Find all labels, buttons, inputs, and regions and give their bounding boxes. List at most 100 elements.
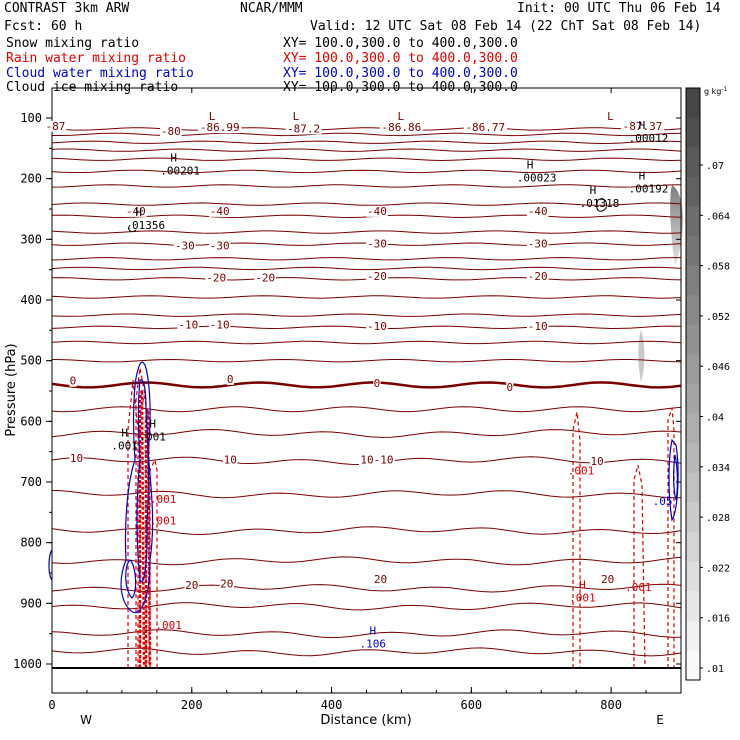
high-marker: H xyxy=(170,151,177,164)
colorbar-label: .028 xyxy=(706,513,730,524)
legend-snow-name: Snow mixing ratio xyxy=(6,36,140,51)
temperature-label: -20 xyxy=(367,270,387,283)
cloud-ice-shading-lower xyxy=(638,330,645,382)
colorbar-segment xyxy=(686,265,700,296)
isotherm xyxy=(51,358,682,363)
isotherm xyxy=(51,127,682,131)
temperature-label: -30 xyxy=(528,238,548,251)
extrema-value: .001 xyxy=(569,591,596,604)
temperature-label: -20 xyxy=(528,270,548,283)
temperature-label: -86.86 xyxy=(382,121,422,134)
extrema-value: .00023 xyxy=(517,172,557,185)
colorbar-label: .07 xyxy=(706,161,724,172)
temperature-label: -87 xyxy=(46,120,66,133)
y-tick-label: 100 xyxy=(20,111,42,125)
snow-contour xyxy=(128,224,137,233)
cloud-water-contour xyxy=(136,379,150,583)
temperature-label: 10 xyxy=(591,455,604,468)
y-tick-label: 300 xyxy=(20,232,42,246)
cloud-water-contour xyxy=(673,454,678,501)
temp-label-bg xyxy=(205,272,228,284)
isotherm xyxy=(51,214,682,219)
temperature-label: 20 xyxy=(601,573,614,586)
temperature-label: -86.77 xyxy=(465,121,505,134)
temperature-label: -87.37 xyxy=(623,120,663,133)
temperature-label: 20 xyxy=(185,579,198,592)
model-title: CONTRAST 3km ARW xyxy=(4,1,130,16)
colorbar-segment xyxy=(686,472,700,503)
temp-label-bg xyxy=(208,240,231,252)
extrema-value: .001 xyxy=(111,440,137,453)
isotherm xyxy=(51,169,682,174)
rain-contour xyxy=(572,411,581,668)
colorbar-label: .016 xyxy=(706,614,730,625)
colorbar-label: .052 xyxy=(706,312,730,323)
colorbar-label: .034 xyxy=(706,463,730,474)
temp-label-bg xyxy=(366,270,388,282)
rain-core xyxy=(144,409,152,669)
colorbar-segment xyxy=(686,620,700,651)
y-tick-label: 400 xyxy=(20,293,42,307)
temperature-label: 10 xyxy=(70,452,83,465)
rain-contour xyxy=(135,367,147,668)
isotherm xyxy=(51,266,682,271)
y-axis-label: Pressure (hPa) xyxy=(4,343,19,436)
temp-label-bg xyxy=(219,578,234,590)
high-marker: H xyxy=(121,427,128,440)
isotherm xyxy=(51,340,682,345)
temperature-label: 0 xyxy=(70,375,77,388)
y-tick-label: 700 xyxy=(20,475,42,489)
temperature-label: 0 xyxy=(506,381,513,394)
extrema-value: .01356 xyxy=(125,219,165,232)
temp-label-bg xyxy=(254,272,276,284)
east-label: E xyxy=(656,713,664,727)
extrema-value: .00012 xyxy=(629,132,669,145)
isotherm xyxy=(51,526,682,536)
colorbar-segment xyxy=(686,206,700,237)
x-tick-label: 200 xyxy=(181,698,203,712)
cloud-ice-shading xyxy=(670,185,683,265)
temperature-label: -20 xyxy=(206,272,226,285)
temperature-label: -80 xyxy=(161,125,181,138)
colorbar-label: .064 xyxy=(706,211,730,222)
temp-label-bg xyxy=(526,270,549,282)
isotherm xyxy=(51,184,682,188)
temp-label-bg xyxy=(69,375,77,387)
temp-label-bg xyxy=(184,580,199,592)
colorbar-segment xyxy=(686,591,700,622)
colorbar-segment xyxy=(686,384,700,415)
x-tick-label: 600 xyxy=(460,698,482,712)
extrema-value: .00201 xyxy=(160,164,200,177)
temp-label-bg xyxy=(366,238,388,250)
rain-contour-label: .001 xyxy=(155,619,182,632)
colorbar-segment xyxy=(686,324,700,355)
high-marker: H xyxy=(639,119,646,132)
temp-label-bg xyxy=(526,238,549,250)
temp-label-bg xyxy=(526,321,549,333)
isotherm xyxy=(51,381,682,389)
temp-label-bg xyxy=(125,205,147,217)
isotherm xyxy=(51,428,682,438)
x-tick-label: 400 xyxy=(321,698,343,712)
temp-label-bg xyxy=(463,122,507,134)
isotherm xyxy=(51,202,682,206)
valid-time: Valid: 12 UTC Sat 08 Feb 14 (22 ChT Sat … xyxy=(310,19,702,34)
temperature-label: -20 xyxy=(255,272,275,285)
isotherm xyxy=(51,157,682,162)
high-marker: H xyxy=(135,206,142,219)
isotherm xyxy=(51,230,682,234)
colorbar-segment xyxy=(686,502,700,533)
temp-label-bg xyxy=(373,378,381,390)
legend-snow-xy: XY= 100.0,300.0 to 400.0,300.0 xyxy=(283,36,518,51)
legend-rain-name: Rain water mixing ratio xyxy=(6,51,187,66)
temp-label-bg xyxy=(526,205,549,217)
temperature-label: -40 xyxy=(528,205,548,218)
temperature-label: 10 xyxy=(224,454,237,467)
colorbar-segment xyxy=(686,413,700,444)
temp-label-bg xyxy=(366,205,388,217)
legend-rain-xy: XY= 100.0,300.0 to 400.0,300.0 xyxy=(283,51,518,66)
cloud-water-contour xyxy=(120,361,154,613)
temperature-label: -30 xyxy=(175,239,195,252)
temperature-label: -10 xyxy=(210,318,230,331)
extrema-value: .001 xyxy=(139,431,166,444)
